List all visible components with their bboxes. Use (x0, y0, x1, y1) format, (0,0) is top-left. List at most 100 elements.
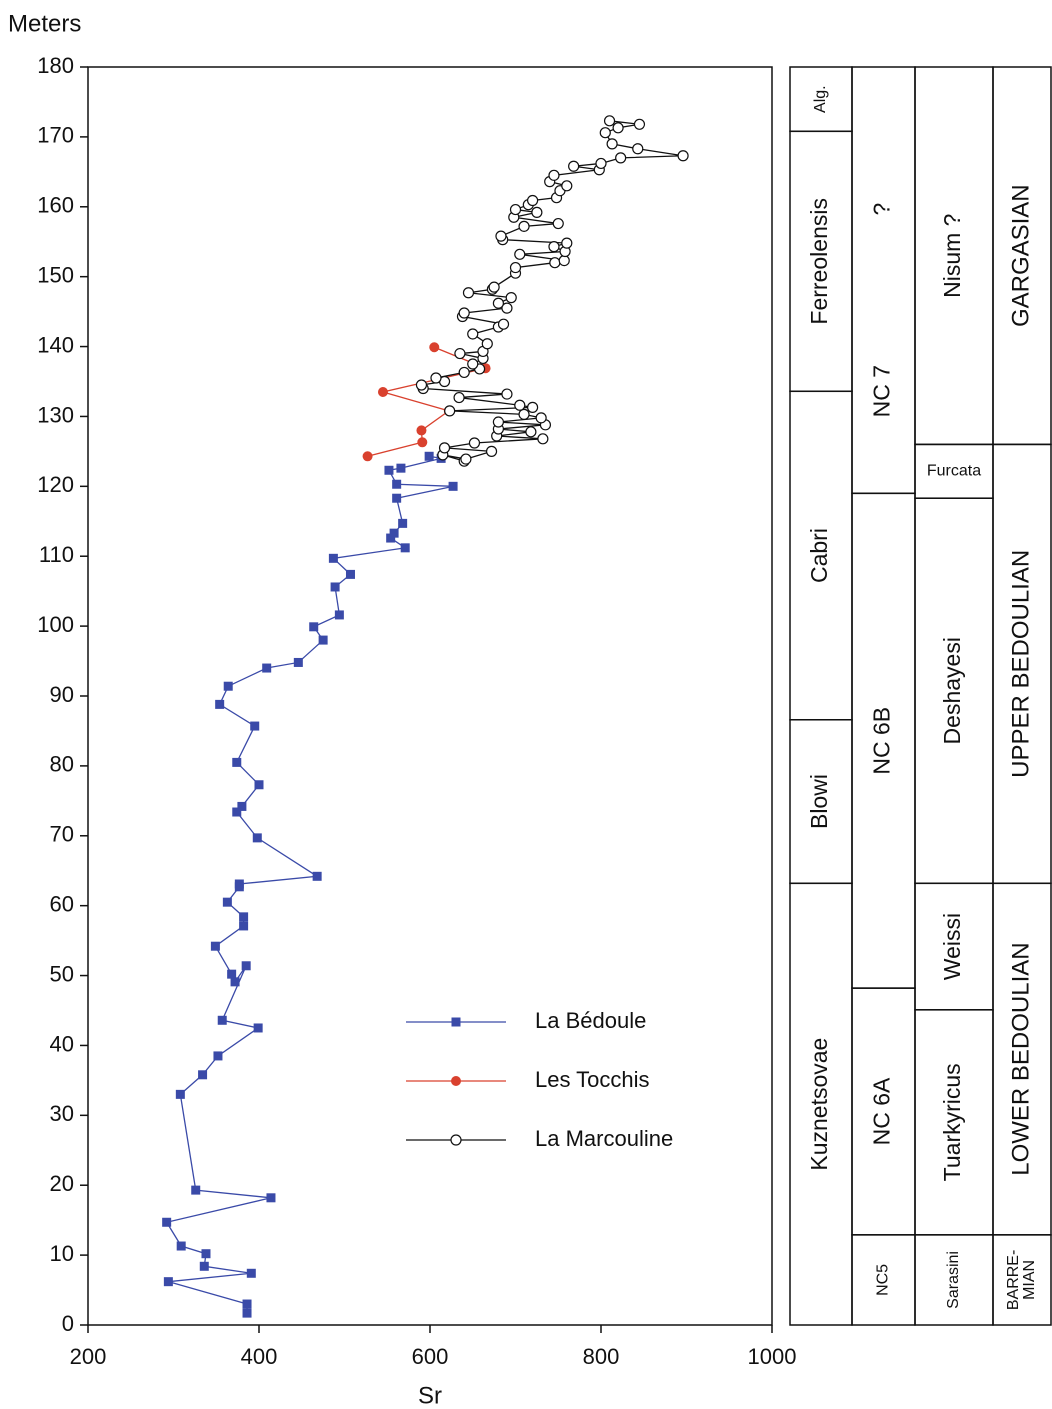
marker (677, 150, 689, 162)
marker (210, 941, 220, 951)
marker (242, 1308, 252, 1318)
marker (232, 807, 242, 817)
marker (266, 1193, 276, 1203)
marker (444, 405, 456, 417)
marker (213, 1051, 223, 1061)
marker (549, 257, 561, 269)
marker (460, 453, 472, 465)
y-tick-label: 20 (50, 1171, 74, 1196)
x-tick-label: 200 (70, 1344, 107, 1369)
marker (252, 833, 262, 843)
marker (525, 426, 537, 438)
marker (345, 569, 355, 579)
marker (495, 230, 507, 242)
strat-label: BARRE- (1005, 1250, 1022, 1310)
y-tick-label: 170 (37, 123, 74, 148)
marker (501, 302, 513, 314)
marker (453, 391, 465, 404)
y-tick-label: 180 (37, 53, 74, 78)
legend-label: Les Tocchis (535, 1067, 650, 1092)
marker (505, 292, 517, 304)
y-tick-label: 30 (50, 1101, 74, 1126)
strat-label: Cabri (806, 528, 832, 583)
marker (176, 1241, 186, 1251)
marker (454, 347, 466, 360)
marker (535, 412, 547, 424)
y-tick-label: 0 (62, 1311, 74, 1336)
marker (392, 493, 402, 503)
marker (561, 237, 573, 249)
marker (468, 437, 481, 449)
y-tick-label: 140 (37, 332, 74, 357)
marker (163, 1277, 173, 1287)
strat-label: Sarasini (945, 1251, 962, 1309)
marker (481, 338, 493, 350)
marker (227, 969, 237, 979)
marker (548, 241, 560, 253)
marker (239, 921, 249, 931)
marker (215, 699, 225, 709)
marker (492, 416, 504, 428)
y-tick-label: 80 (50, 752, 74, 777)
marker (501, 388, 513, 400)
marker (492, 297, 504, 309)
marker (467, 358, 479, 370)
marker (518, 220, 530, 232)
marker (162, 1217, 172, 1227)
marker (330, 582, 340, 592)
strat-label: UPPER BEDOULIAN (1007, 550, 1034, 778)
marker (430, 372, 442, 384)
marker (254, 780, 264, 790)
marker (241, 961, 251, 971)
marker (328, 553, 338, 563)
strat-label: Tuarkyricus (939, 1063, 965, 1181)
marker (568, 160, 580, 172)
strat-label: NC 6B (869, 707, 895, 775)
strat-zone (851, 66, 916, 495)
marker (632, 143, 644, 155)
marker (438, 442, 451, 454)
y-tick-label: 100 (37, 612, 74, 637)
series-line (165, 455, 454, 1314)
marker (485, 445, 498, 457)
marker (217, 1015, 227, 1025)
marker (488, 281, 500, 293)
x-tick-label: 400 (241, 1344, 278, 1369)
marker (199, 1261, 209, 1271)
marker (293, 657, 303, 667)
marker (318, 635, 328, 645)
marker (537, 433, 549, 445)
strat-zone (992, 66, 1052, 446)
y-tick-label: 70 (50, 822, 74, 847)
y-tick-label: 110 (39, 542, 74, 567)
x-axis-label: Sr (418, 1382, 442, 1409)
marker (416, 425, 427, 436)
marker (253, 1023, 263, 1033)
marker (548, 169, 560, 181)
strat-label: NC 6A (869, 1077, 895, 1145)
marker (509, 261, 522, 274)
marker (462, 287, 475, 299)
strat-label: ? (869, 203, 895, 216)
marker (309, 622, 319, 632)
marker (250, 721, 260, 731)
strat-label: Deshayesi (939, 637, 965, 744)
strat-label: Furcata (927, 463, 981, 480)
x-tick-label: 1000 (748, 1344, 797, 1369)
marker (334, 610, 344, 620)
marker (458, 366, 470, 379)
marker (230, 977, 240, 987)
marker (398, 518, 408, 528)
marker (201, 1249, 211, 1259)
marker (448, 481, 458, 491)
marker (362, 451, 373, 462)
marker (458, 307, 470, 319)
marker (606, 138, 618, 150)
marker (242, 1299, 252, 1309)
marker (514, 248, 526, 260)
marker (237, 801, 247, 811)
strat-label: NC5 (875, 1264, 892, 1296)
marker (175, 1089, 185, 1099)
